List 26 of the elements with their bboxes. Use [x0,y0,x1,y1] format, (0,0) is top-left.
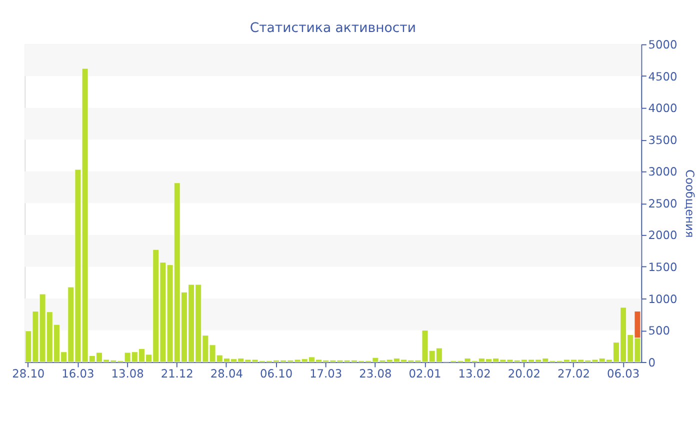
x-tick-label: 28.10 [12,366,45,381]
x-tick-label: 02.01 [408,366,442,381]
x-tick-label: 13.08 [111,366,144,381]
y-tick-label: 1000 [648,292,678,306]
y-tick-label: 500 [648,324,670,338]
x-tick-label: 27.02 [557,366,590,381]
y-tick-label: 3000 [648,164,678,179]
x-tick-label: 06.10 [260,366,293,381]
x-tick-label: 17.03 [310,366,342,381]
y-tick-label: 4500 [648,69,678,84]
y-tick-label: 2500 [648,196,678,210]
y-tick-label: 5000 [648,38,678,52]
x-tick-label: 06.03 [607,366,640,381]
y-tick-label: 2000 [648,228,678,242]
y-tick-label: 3500 [648,132,678,147]
x-tick-label: 20.02 [508,366,540,381]
x-tick-label: 28.04 [210,366,243,381]
x-tick-label: 13.02 [458,366,491,381]
x-tick-label: 16.03 [62,366,94,381]
y-axis-title: Сообщения [682,170,697,238]
y-tick-label: 4000 [648,101,678,116]
x-tick-label: 23.08 [359,366,392,381]
y-tick-label: 1500 [648,260,678,274]
x-tick-label: 21.12 [160,366,194,381]
y-tick-label: 0 [648,355,656,370]
chart-title: Статистика активности [250,20,416,36]
